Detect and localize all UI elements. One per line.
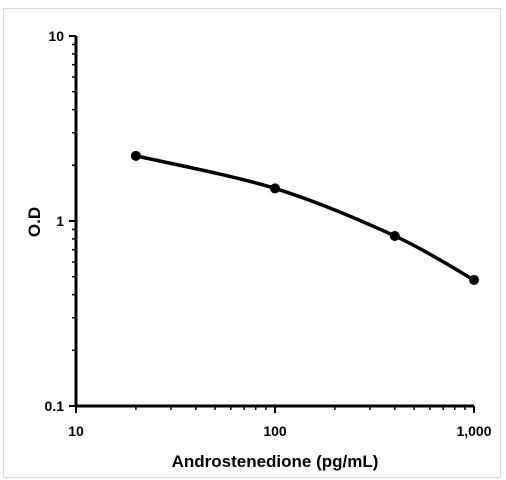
plot-series bbox=[130, 150, 479, 285]
x-tick-label: 10 bbox=[68, 423, 84, 439]
x-tick-label: 1,000 bbox=[456, 423, 491, 439]
x-axis-title: Androstenedione (pg/mL) bbox=[172, 452, 379, 471]
y-tick-label: 0.1 bbox=[45, 398, 65, 414]
chart-frame bbox=[3, 8, 501, 478]
y-tick-label: 10 bbox=[48, 28, 64, 44]
data-point bbox=[270, 183, 280, 194]
x-tick-label: 100 bbox=[263, 423, 287, 439]
data-point bbox=[469, 274, 479, 285]
axes bbox=[74, 36, 474, 408]
data-point bbox=[130, 150, 141, 161]
series-line bbox=[135, 154, 475, 282]
y-tick-label: 1 bbox=[56, 213, 64, 229]
y-axis-title: O.D bbox=[25, 207, 44, 237]
data-point bbox=[389, 230, 400, 241]
axis-ticks: 10 100 1,000 10 1 0.1 bbox=[45, 28, 492, 439]
